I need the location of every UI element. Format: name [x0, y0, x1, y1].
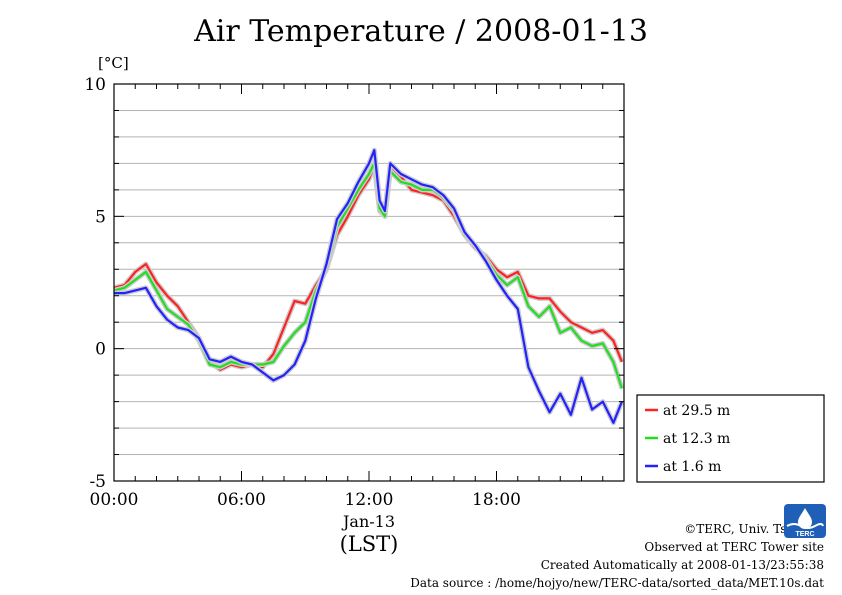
footer-created: Created Automatically at 2008-01-13/23:5… — [540, 558, 824, 572]
legend-label-3: at 1.6 m — [663, 459, 721, 475]
y-tick-label: 0 — [95, 340, 106, 360]
series-halo-3 — [114, 147, 625, 426]
series-halo-1 — [113, 163, 625, 373]
x-tick-label: 18:00 — [472, 490, 521, 510]
footer-observed: Observed at TERC Tower site — [644, 540, 824, 554]
y-tick-label: 10 — [84, 75, 106, 95]
series-line-1 — [113, 164, 623, 371]
x-tick-label: 12:00 — [345, 490, 394, 510]
y-tick-label: -5 — [89, 472, 106, 492]
y-axis-label: [°C] — [98, 54, 129, 72]
logo-text: TERC — [795, 531, 814, 538]
plot-frame — [113, 83, 625, 482]
x-unit-label: (LST) — [340, 532, 399, 556]
legend-box — [636, 394, 825, 483]
legend-label-2: at 12.3 m — [663, 431, 730, 447]
x-tick-label: 06:00 — [217, 490, 266, 510]
series-halo-2 — [113, 160, 625, 390]
chart-title: Air Temperature / 2008-01-13 — [194, 14, 648, 49]
x-tick-label: 00:00 — [90, 490, 139, 510]
series-line-3 — [114, 149, 623, 424]
y-tick-label: 5 — [95, 207, 106, 227]
x-date-label: Jan-13 — [341, 512, 395, 531]
footer-source: Data source : /home/hojyo/new/TERC-data/… — [410, 576, 824, 590]
series-line-2 — [113, 162, 623, 389]
terc-logo-icon: TERC — [784, 504, 826, 538]
legend-label-1: at 29.5 m — [663, 403, 730, 419]
